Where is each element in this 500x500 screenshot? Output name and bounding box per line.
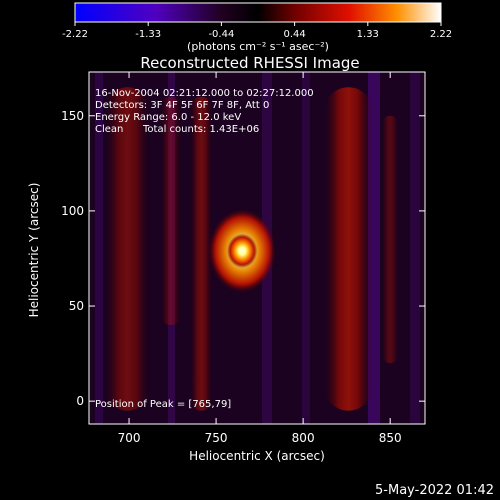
y-axis: 0 50 100 150 (61, 109, 425, 408)
footer-date: 5-May-2022 01:42 (375, 483, 494, 498)
y-tick-label: 150 (61, 109, 84, 123)
colorbar (74, 2, 442, 23)
colorbar-unit-label: (photons cm⁻² s⁻¹ asec⁻²) (187, 40, 329, 53)
colorbar-tick-label: 0.44 (283, 29, 305, 40)
y-tick-label: 0 (76, 394, 84, 408)
x-tick-label: 800 (292, 431, 315, 445)
x-tick-label: 750 (205, 431, 228, 445)
info-block: 16-Nov-2004 02:21:12.000 to 02:27:12.000… (95, 88, 314, 135)
info-method: Clean (95, 124, 123, 135)
peak-position-label: Position of Peak = [765,79] (95, 399, 231, 410)
colorbar-tick-label: -2.22 (62, 29, 88, 40)
info-total-counts: Total counts: 1.43E+06 (142, 124, 259, 135)
x-axis-label: Heliocentric X (arcsec) (189, 449, 325, 463)
emission-band (189, 96, 213, 411)
info-time-range: 16-Nov-2004 02:21:12.000 to 02:27:12.000 (95, 88, 314, 99)
emission-band (160, 96, 182, 326)
emission-band (324, 87, 373, 411)
emission-bands (104, 87, 399, 411)
emission-band (104, 87, 150, 411)
emission-band (381, 115, 399, 364)
y-tick-label: 50 (69, 299, 84, 313)
x-tick-label: 700 (118, 431, 141, 445)
x-axis: 700 750 800 850 (118, 72, 402, 445)
plot-frame (88, 71, 426, 425)
colorbar-ticks: -2.22 -1.33 -0.44 0.44 1.33 2.22 (62, 22, 452, 40)
colorbar-tick-label: -1.33 (135, 29, 161, 40)
chart-title: Reconstructed RHESSI Image (140, 54, 359, 72)
y-axis-label: Heliocentric Y (arcsec) (27, 183, 41, 318)
info-detectors: Detectors: 3F 4F 5F 6F 7F 8F, Att 0 (95, 100, 269, 111)
x-tick-label: 850 (379, 431, 402, 445)
source-core (227, 233, 258, 268)
info-energy-range: Energy Range: 6.0 - 12.0 keV (95, 112, 241, 123)
flare-source (208, 208, 277, 293)
colorbar-tick-label: -0.44 (208, 29, 234, 40)
y-tick-label: 100 (61, 204, 84, 218)
colorbar-tick-label: 1.33 (357, 29, 379, 40)
colorbar-tick-label: 2.22 (430, 29, 452, 40)
